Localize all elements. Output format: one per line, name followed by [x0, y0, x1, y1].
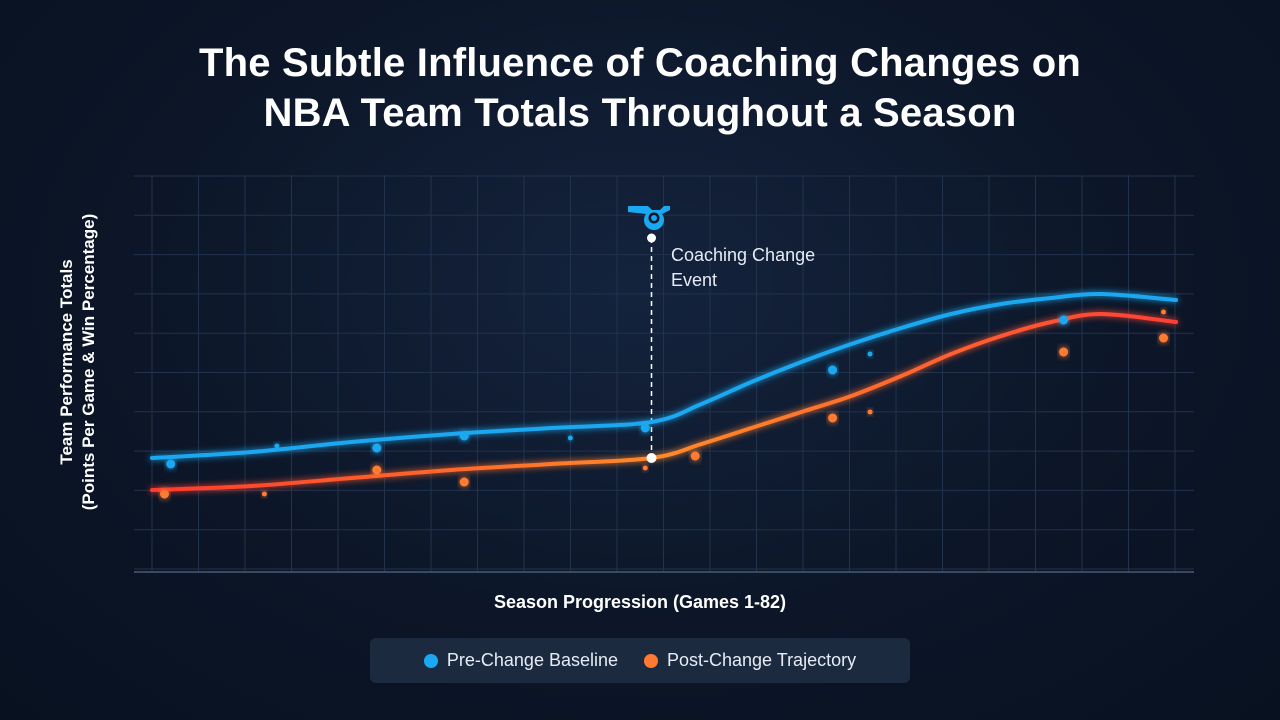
chart-title-line-1: The Subtle Influence of Coaching Changes… [199, 41, 1081, 85]
annotation-label-line-1: Coaching Change [671, 245, 816, 265]
chart-title-line-2: NBA Team Totals Throughout a Season [263, 91, 1017, 135]
data-point-post-change [459, 477, 469, 487]
series-line-pre-change [150, 291, 1178, 460]
data-point-post-change [642, 465, 648, 471]
data-point-pre-change [166, 459, 176, 469]
data-point-post-change [159, 489, 169, 499]
data-point-pre-change [1059, 315, 1069, 325]
data-point-post-change [1159, 333, 1169, 343]
data-point-pre-change [274, 443, 280, 449]
data-point-post-change [828, 413, 838, 423]
annotation-intersection-dot [646, 453, 657, 463]
legend-label-pre-change: Pre-Change Baseline [446, 650, 618, 670]
data-point-pre-change [372, 443, 382, 453]
data-point-post-change [372, 465, 382, 475]
annotation-label-line-2: Event [671, 270, 718, 290]
grid-lines [134, 175, 1194, 572]
data-point-pre-change [828, 365, 838, 375]
legend-swatch-post-change [644, 653, 658, 668]
data-point-post-change [1161, 309, 1167, 315]
whistle-icon [628, 206, 670, 230]
data-point-pre-change [459, 431, 469, 441]
data-point-pre-change [867, 351, 873, 357]
series-lines [150, 291, 1178, 492]
annotation-top-dot [647, 233, 657, 243]
legend-swatch-pre-change [423, 653, 438, 668]
legend-label-post-change: Post-Change Trajectory [667, 650, 857, 670]
x-axis-label: Season Progression (Games 1-82) [493, 592, 787, 612]
data-point-post-change [261, 491, 267, 497]
data-point-post-change [690, 451, 700, 461]
legend-item-post-change[interactable]: Post-Change Trajectory [644, 650, 856, 671]
data-point-pre-change [640, 423, 650, 433]
legend: Pre-Change Baseline Post-Change Trajecto… [370, 638, 910, 683]
legend-item-pre-change[interactable]: Pre-Change Baseline [423, 650, 618, 671]
annotation-dots [646, 233, 657, 463]
chart-title: The Subtle Influence of Coaching Changes… [0, 38, 1280, 138]
series-line-post-change [150, 311, 1178, 492]
data-point-post-change [1059, 347, 1069, 357]
annotation-label: Coaching Change Event [671, 243, 871, 293]
data-point-pre-change [567, 435, 573, 441]
data-point-post-change [867, 409, 873, 415]
series-points [159, 309, 1169, 499]
